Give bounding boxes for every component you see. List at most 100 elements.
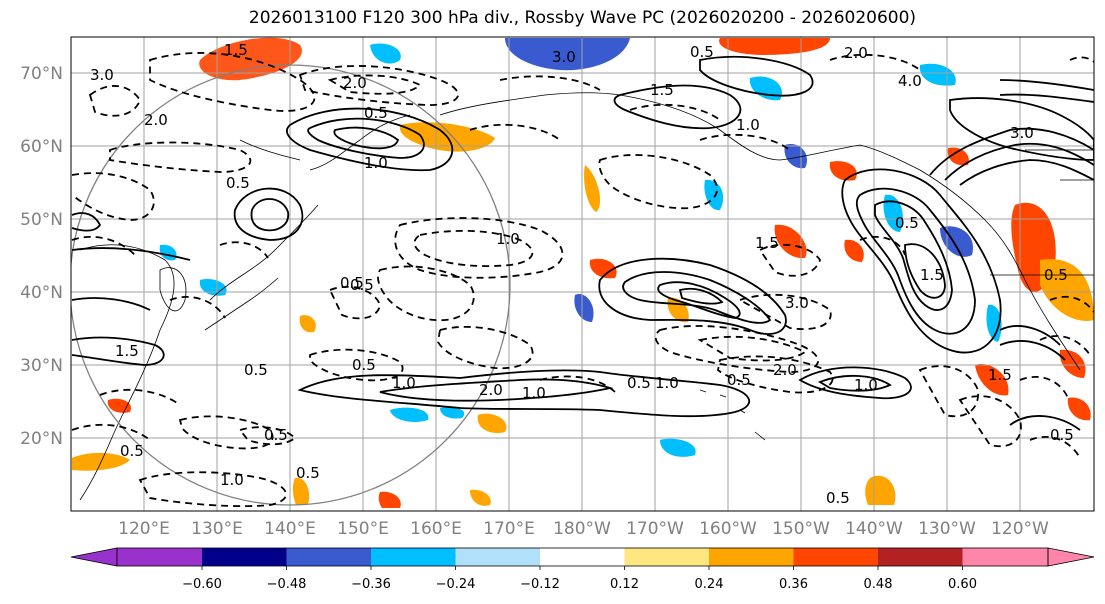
- colorbar-tick-label: 0.24: [695, 577, 724, 592]
- lat-label: 30°N: [20, 356, 63, 376]
- colorbar-extend-low: [70, 547, 118, 567]
- contour-label: 0.5: [296, 464, 320, 482]
- map-title: 2026013100 F120 300 hPa div., Rossby Wav…: [248, 8, 917, 28]
- colorbar-swatch: [878, 548, 963, 566]
- shade-positive: [292, 477, 310, 505]
- graticule: [71, 37, 1094, 511]
- shade-positive: [1040, 259, 1094, 321]
- longitude-labels: 120°E 130°E 140°E 150°E 160°E 170°E 180°…: [118, 519, 1049, 539]
- shade-positive: [947, 147, 969, 166]
- colorbar-swatch: [371, 548, 456, 566]
- lon-label: 130°E: [191, 519, 243, 539]
- contour-label: 3.0: [90, 66, 114, 84]
- lon-label: 150°W: [772, 519, 830, 539]
- lat-label: 50°N: [20, 210, 63, 230]
- contour-label: 3.0: [1010, 124, 1034, 142]
- contour-label: 0.5: [895, 214, 919, 232]
- shade-positive: [299, 315, 316, 333]
- shade-negative: [986, 304, 1002, 342]
- colorbar-tick-label: −0.12: [520, 577, 560, 592]
- lat-label: 40°N: [20, 283, 63, 303]
- contour-label: 4.0: [898, 72, 922, 90]
- shade-positive: [470, 489, 491, 506]
- lon-label: 150°E: [337, 519, 389, 539]
- contour-label: 2.0: [343, 74, 367, 92]
- shade-negative: [660, 438, 696, 457]
- map-frame: [70, 36, 1095, 512]
- contour-label: 0.5: [1050, 426, 1074, 444]
- lon-label: 170°W: [626, 519, 684, 539]
- colorbar-swatch: [624, 548, 709, 566]
- contour-label: 2.0: [144, 111, 168, 129]
- colorbar-tick-label: −0.36: [351, 577, 391, 592]
- contour-label: 1.5: [988, 366, 1012, 384]
- contour-label: 1.0: [392, 374, 416, 392]
- contour-label: 0.5: [244, 361, 268, 379]
- shade-negative: [370, 43, 401, 64]
- colorbar-swatch: [540, 548, 625, 566]
- shade-negative: [440, 407, 465, 419]
- shade-negative: [390, 407, 429, 422]
- contour-label: 0.5: [264, 426, 288, 444]
- contour-label: 0.5: [727, 371, 751, 389]
- lon-label: 160°E: [410, 519, 462, 539]
- contour-label: 3.0: [785, 294, 809, 312]
- contour-label: 3.0: [552, 48, 576, 66]
- colorbar-swatch: [709, 548, 794, 566]
- shade-negative: [574, 294, 594, 322]
- shade-negative: [505, 38, 630, 71]
- colorbar-extend-high: [1047, 547, 1095, 567]
- contour-label: 1.5: [115, 342, 139, 360]
- contour-label: 0.5: [120, 442, 144, 460]
- contour-label: 0.5: [350, 276, 374, 294]
- lon-label: 140°E: [264, 519, 316, 539]
- shade-positive: [378, 491, 401, 508]
- colorbar-swatch: [286, 548, 371, 566]
- colorbar-swatch: [793, 548, 878, 566]
- colorbar: −0.60 −0.48 −0.36 −0.24 −0.12 0.12 0.24 …: [70, 547, 1095, 592]
- lon-label: 140°W: [845, 519, 903, 539]
- contours-dashed: [71, 52, 1094, 508]
- lon-label: 180°W: [553, 519, 611, 539]
- contour-label: 1.0: [522, 384, 546, 402]
- shade-positive: [719, 38, 830, 55]
- contour-label: 1.5: [224, 41, 248, 59]
- coastlines: [79, 92, 1094, 501]
- great-circle: [71, 64, 511, 506]
- lon-label: 120°E: [118, 519, 170, 539]
- contour-label: 1.0: [220, 471, 244, 489]
- lat-label: 60°N: [20, 137, 63, 157]
- latitude-labels: 70°N 60°N 50°N 40°N 30°N 20°N: [20, 64, 63, 449]
- lon-label: 120°W: [991, 519, 1049, 539]
- contour-label: 0.5: [226, 174, 250, 192]
- colorbar-tick-label: 0.36: [779, 577, 808, 592]
- lat-label: 20°N: [20, 429, 63, 449]
- lon-label: 170°E: [483, 519, 535, 539]
- contour-label: 0.5: [352, 356, 376, 374]
- lat-label: 70°N: [20, 64, 63, 84]
- shade-positive: [584, 165, 601, 212]
- shade-negative: [883, 194, 903, 232]
- shade-positive: [774, 224, 807, 259]
- shade-positive: [975, 364, 1009, 396]
- colorbar-tick-label: −0.48: [267, 577, 307, 592]
- colorbar-swatch: [202, 548, 287, 566]
- contour-label: 1.0: [854, 376, 878, 394]
- contour-label: 0.5: [627, 374, 651, 392]
- contour-label: 1.0: [655, 374, 679, 392]
- lon-label: 130°W: [918, 519, 976, 539]
- colorbar-swatch: [117, 548, 202, 566]
- colorbar-tick-label: 0.60: [948, 577, 977, 592]
- shade-positive: [1067, 397, 1091, 421]
- contour-label: 0.5: [690, 43, 714, 61]
- colorbar-swatch: [962, 548, 1048, 566]
- shade-positive: [477, 413, 507, 434]
- colorbar-tick-label: 0.48: [864, 577, 893, 592]
- colorbar-swatch: [455, 548, 540, 566]
- contour-label: 1.5: [650, 81, 674, 99]
- contour-label: 1.5: [755, 234, 779, 252]
- lon-label: 160°W: [699, 519, 757, 539]
- contour-label: 1.0: [736, 116, 760, 134]
- contour-label: 2.0: [773, 361, 797, 379]
